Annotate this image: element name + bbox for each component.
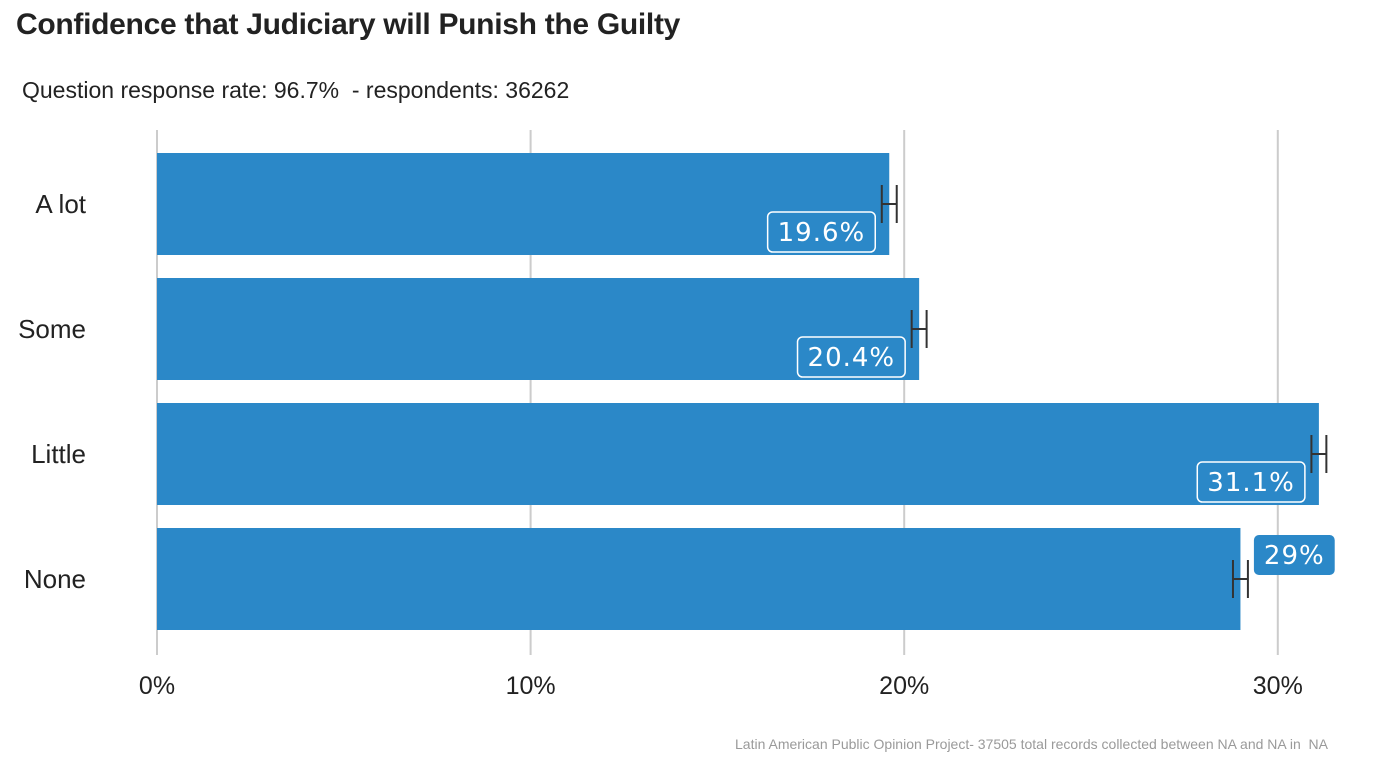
x-axis-tick-labels: 0% 10% 20% 30%: [139, 672, 1303, 700]
error-bar: [880, 185, 898, 223]
data-labels: 19.6% 20.4% 31.1% 29%: [766, 211, 1335, 575]
chart-title: Confidence that Judiciary will Punish th…: [16, 8, 681, 41]
category-label: Some: [18, 314, 86, 344]
bars: [157, 153, 1319, 630]
error-bar: [1310, 435, 1328, 473]
chart-caption: Latin American Public Opinion Project- 3…: [735, 736, 1328, 752]
data-label: 29%: [1264, 541, 1325, 571]
bar: [157, 278, 920, 380]
data-label-box: [796, 336, 906, 378]
x-tick-label: 0%: [139, 672, 175, 700]
data-label: 19.6%: [778, 218, 866, 248]
data-label: 20.4%: [808, 343, 896, 373]
data-label-box: [766, 211, 877, 253]
error-bar: [910, 310, 928, 348]
chart-subtitle: Question response rate: 96.7% - responde…: [22, 77, 570, 103]
x-tick-label: 10%: [506, 672, 556, 700]
x-tick-label: 30%: [1253, 672, 1303, 700]
category-label: A lot: [35, 189, 86, 219]
x-tick-label: 20%: [879, 672, 929, 700]
category-label: None: [24, 564, 86, 594]
data-label-box: [1253, 535, 1335, 575]
bar: [157, 528, 1241, 630]
error-bars: [880, 185, 1328, 598]
category-labels: A lot Some Little None: [18, 189, 87, 594]
bar: [157, 403, 1319, 505]
category-label: Little: [31, 439, 86, 469]
error-bar: [1231, 560, 1249, 598]
data-label: 31.1%: [1207, 468, 1295, 498]
data-label-box: [1196, 461, 1306, 503]
